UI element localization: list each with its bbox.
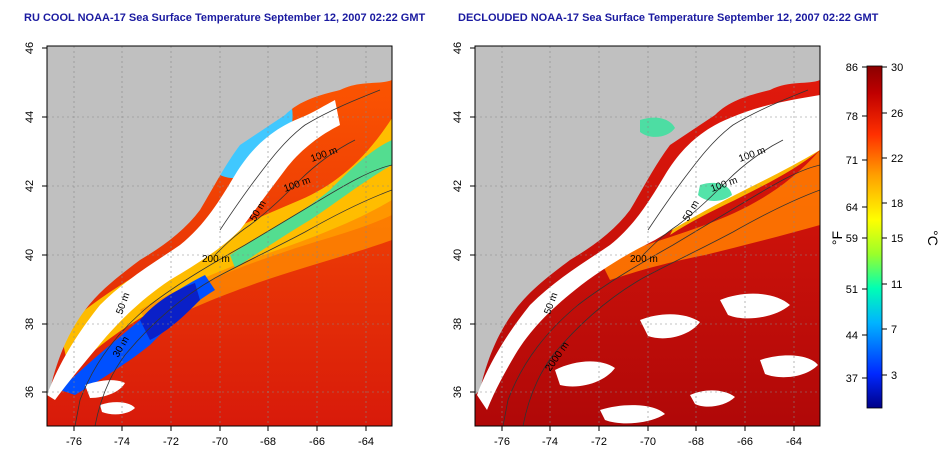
- left-isobaths: [74, 89, 392, 426]
- colorbar: 86 78 71 64 59 51 44 37 30 26 22 18 15 1…: [829, 62, 941, 409]
- right-lon-tick: -74: [542, 436, 558, 448]
- left-lat-tick: 46: [24, 42, 36, 54]
- colorbar-tick-marks: [862, 66, 887, 379]
- right-lat-tick: 44: [452, 111, 464, 123]
- right-lon-tick: -64: [786, 436, 802, 448]
- colorbar-fahrenheit-unit: °F: [829, 231, 845, 245]
- left-map: 100 m 100 m 50 m 200 m 50 m 30 m -76: [24, 42, 393, 448]
- colorbar-f-tick: 37: [846, 373, 858, 385]
- colorbar-celsius-unit: °C: [925, 230, 941, 246]
- right-lat-tick: 40: [452, 249, 464, 261]
- left-lat-tick: 44: [24, 111, 36, 123]
- colorbar-f-tick: 64: [846, 202, 858, 214]
- left-tick-marks: [42, 47, 367, 431]
- right-green-patches: [640, 117, 732, 202]
- left-lat-tick: 40: [24, 249, 36, 261]
- colorbar-c-tick: 18: [891, 198, 903, 210]
- right-lon-tick: -72: [591, 436, 607, 448]
- right-map: 100 m 100 m 50 m 200 m 50 m 2000 m -76 -…: [452, 42, 821, 448]
- colorbar-c-tick: 22: [891, 153, 903, 165]
- left-gridlines: [47, 46, 392, 426]
- colorbar-gradient: [866, 65, 883, 409]
- colorbar-c-tick: 11: [891, 279, 902, 291]
- left-lon-tick: -74: [114, 436, 130, 448]
- right-isobath-label: 200 m: [630, 254, 658, 265]
- left-panel-title: RU COOL NOAA-17 Sea Surface Temperature …: [24, 12, 426, 24]
- colorbar-c-tick: 26: [891, 108, 903, 120]
- left-lon-tick: -76: [66, 436, 82, 448]
- right-lat-tick: 42: [452, 180, 464, 192]
- left-isobath-label: 200 m: [202, 254, 230, 265]
- right-panel-title: DECLOUDED NOAA-17 Sea Surface Temperatur…: [458, 12, 879, 24]
- left-lat-tick: 38: [24, 318, 36, 330]
- colorbar-c-tick: 7: [891, 324, 897, 336]
- right-land: [475, 46, 820, 395]
- left-lon-tick: -66: [309, 436, 325, 448]
- colorbar-c-tick: 3: [891, 370, 897, 382]
- left-lat-tick: 42: [24, 180, 36, 192]
- right-gridlines: [475, 46, 820, 426]
- left-coastal-cloud: [47, 100, 340, 400]
- left-lon-tick: -68: [260, 436, 276, 448]
- colorbar-f-tick: 44: [846, 330, 858, 342]
- colorbar-f-tick: 86: [846, 62, 858, 74]
- colorbar-f-tick: 51: [846, 284, 858, 296]
- right-lat-tick: 38: [452, 318, 464, 330]
- right-lon-tick: -66: [737, 436, 753, 448]
- right-lat-tick: 46: [452, 42, 464, 54]
- left-lat-tick: 36: [24, 386, 36, 398]
- left-lon-tick: -70: [212, 436, 228, 448]
- left-lon-tick: -72: [163, 436, 179, 448]
- right-lon-tick: -76: [494, 436, 510, 448]
- left-lon-tick: -64: [358, 436, 374, 448]
- right-lon-tick: -68: [688, 436, 704, 448]
- left-cloud-islands: [85, 380, 135, 415]
- left-land: [47, 46, 392, 395]
- left-green-shelf: [230, 140, 392, 268]
- colorbar-f-tick: 59: [846, 233, 858, 245]
- colorbar-f-tick: 71: [846, 155, 858, 167]
- right-isobaths: [502, 89, 820, 426]
- right-orange-band: [600, 150, 820, 280]
- right-lat-tick: 36: [452, 386, 464, 398]
- colorbar-f-tick: 78: [846, 111, 858, 123]
- colorbar-c-tick: 15: [891, 233, 903, 245]
- right-cloud-holes: [555, 293, 818, 424]
- right-lon-tick: -70: [640, 436, 656, 448]
- right-tick-marks: [470, 47, 795, 431]
- colorbar-c-tick: 30: [891, 62, 903, 74]
